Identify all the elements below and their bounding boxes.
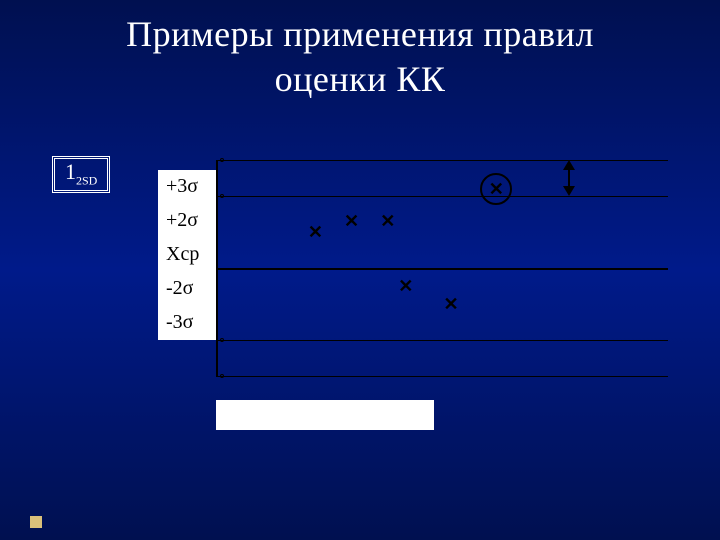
data-point: ✕ (380, 212, 395, 230)
y-axis-labels: +3σ+2σХср-2σ-3σ (158, 170, 216, 340)
slide-title: Примеры применения правил оценки КК (0, 0, 720, 102)
grid-line (216, 160, 668, 161)
arrow-head-down-icon (563, 186, 575, 196)
grid-line (216, 340, 668, 341)
grid-line (216, 376, 668, 377)
axis-tick (220, 338, 224, 342)
control-chart: +3σ+2σХср-2σ-3σ ✕✕✕✕✕✕ (158, 160, 668, 430)
y-axis-label: +2σ (158, 204, 216, 238)
grid-line (216, 196, 668, 197)
data-point: ✕ (308, 223, 323, 241)
arrow-head-up-icon (563, 160, 575, 170)
rule-sub: 2SD (76, 173, 97, 187)
data-point: ✕ (398, 277, 413, 295)
data-point: ✕ (443, 295, 458, 313)
title-line-2: оценки КК (275, 59, 446, 99)
rule-main: 1 (65, 159, 76, 184)
y-axis-label: Хср (158, 238, 216, 272)
rule-box: 12SD (52, 156, 110, 193)
outlier-circle-icon (480, 173, 512, 205)
y-axis-label: +3σ (158, 170, 216, 204)
list-bullet-icon (30, 516, 42, 528)
y-axis-label: -3σ (158, 306, 216, 340)
data-point: ✕ (344, 212, 359, 230)
x-axis-block (216, 400, 434, 430)
plot-area: ✕✕✕✕✕✕ (216, 160, 668, 376)
axis-tick (220, 374, 224, 378)
grid-line (216, 268, 668, 270)
axis-tick (220, 158, 224, 162)
title-line-1: Примеры применения правил (126, 14, 594, 54)
y-axis-label: -2σ (158, 272, 216, 306)
axis-tick (220, 194, 224, 198)
